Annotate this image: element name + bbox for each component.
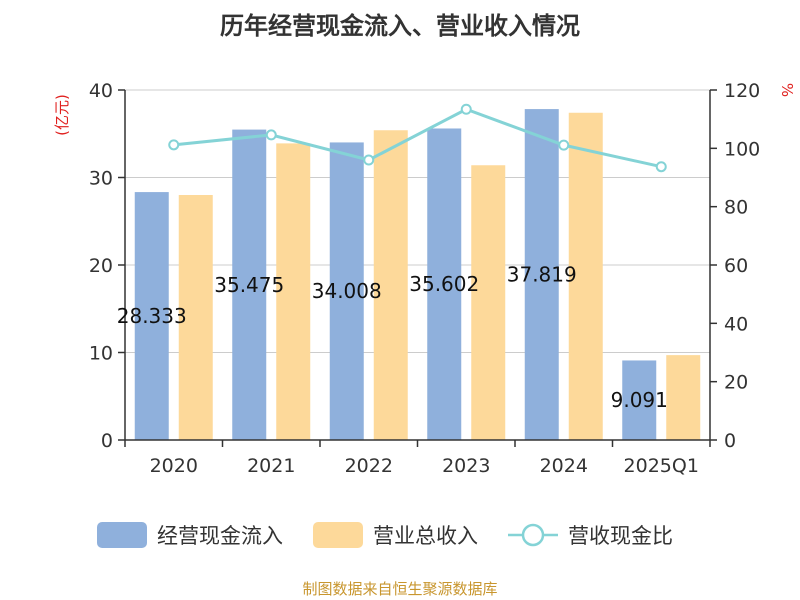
- data-label: 28.333: [117, 304, 187, 328]
- data-label: 34.008: [312, 279, 382, 303]
- data-label: 35.475: [214, 273, 284, 297]
- x-tick-label: 2022: [345, 455, 393, 477]
- bar: [471, 165, 506, 440]
- line-point: [363, 154, 375, 166]
- line-point: [168, 139, 180, 151]
- footer-source: 制图数据来自恒生聚源数据库: [302, 580, 498, 598]
- line-point: [460, 103, 472, 115]
- bar: [329, 142, 364, 440]
- grid-layer: [125, 89, 710, 353]
- axis-layer: 0 10 20 30 40 0 20 40 60 80 100 120 (亿元)% 2020 2021 202…: [53, 80, 796, 477]
- data-label: 9.091: [611, 388, 668, 412]
- y-right-tick-label: 60: [724, 255, 748, 277]
- legend-swatch: [97, 522, 147, 548]
- x-tick-label: 2021: [247, 455, 295, 477]
- chart-title: 历年经营现金流入、营业收入情况: [220, 12, 580, 40]
- y-left-tick-label: 40: [89, 80, 113, 102]
- legend-marker: [521, 523, 545, 547]
- line-series: [173, 107, 662, 169]
- line-point: [558, 139, 570, 151]
- bar: [666, 355, 701, 440]
- y-left-tick-label: 30: [89, 168, 113, 190]
- line-layer: [168, 103, 667, 173]
- legend-label: 经营现金流入: [157, 524, 283, 548]
- y-left-tick-label: 20: [89, 255, 113, 277]
- y-right-tick-label: 0: [724, 430, 736, 452]
- x-tick-label: 2020: [150, 455, 198, 477]
- bar: [427, 128, 462, 441]
- y-right-tick-label: 80: [724, 197, 748, 219]
- bar: [622, 360, 657, 440]
- y-right-tick-label: 20: [724, 372, 748, 394]
- y-right-tick-label: 120: [724, 80, 760, 102]
- y-right-unit-label: %: [778, 83, 796, 97]
- x-tick-label: 2023: [442, 455, 490, 477]
- bar: [373, 130, 408, 440]
- y-left-unit-label: (亿元): [53, 94, 71, 136]
- legend-swatch: [313, 522, 363, 548]
- line-point: [655, 161, 667, 173]
- y-right-tick-label: 40: [724, 313, 748, 335]
- x-tick-label: 2024: [540, 455, 588, 477]
- y-left-tick-label: 10: [89, 343, 113, 365]
- bar: [232, 129, 267, 440]
- y-left-tick-label: 0: [101, 430, 113, 452]
- data-label: 37.819: [507, 263, 577, 287]
- x-tick-label: 2025Q1: [624, 455, 699, 477]
- bar: [178, 195, 213, 440]
- legend-layer[interactable]: 经营现金流入 营业总收入 营收现金比: [97, 522, 673, 548]
- legend-label: 营业总收入: [373, 524, 478, 548]
- bar: [568, 112, 603, 440]
- legend-label: 营收现金比: [568, 524, 673, 548]
- label-layer: 28.333 35.475 34.008 35.602 37.819 9.091: [117, 263, 668, 413]
- bar-layer: [134, 109, 701, 441]
- bar: [276, 143, 311, 440]
- data-label: 35.602: [409, 272, 479, 296]
- bar: [524, 109, 559, 441]
- bar: [134, 192, 169, 440]
- line-point: [265, 129, 277, 141]
- y-right-tick-label: 100: [724, 138, 760, 160]
